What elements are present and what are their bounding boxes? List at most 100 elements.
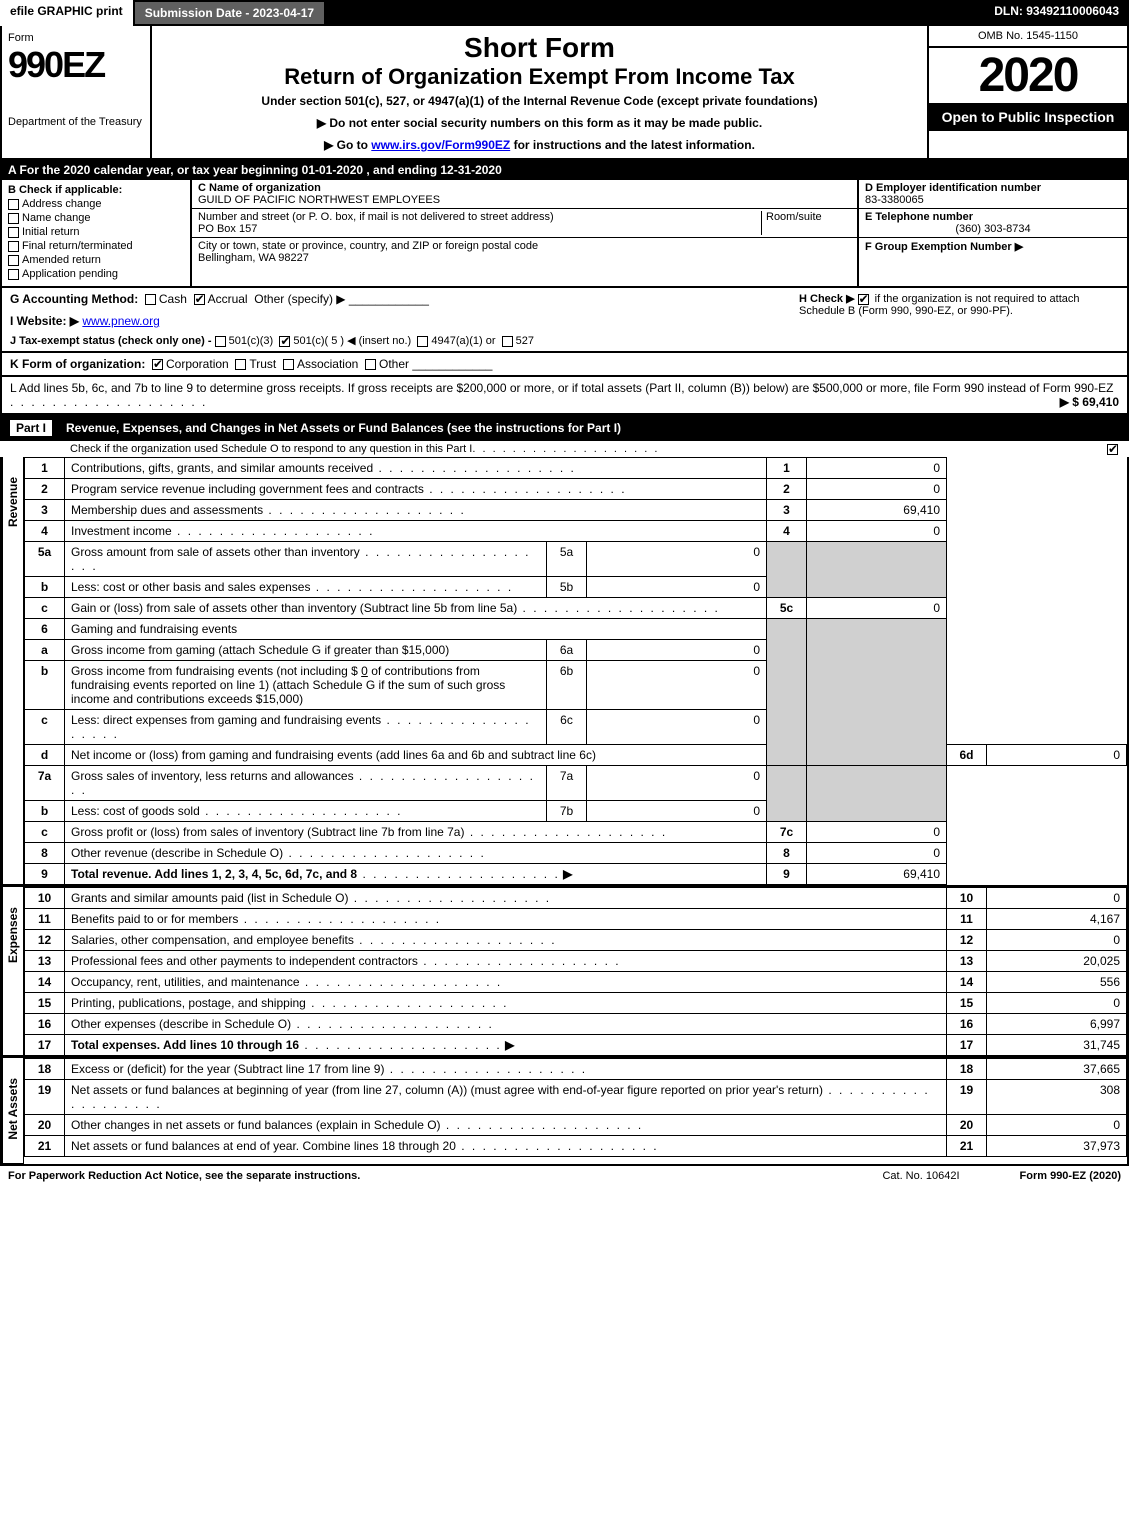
part1-sub-text: Check if the organization used Schedule … <box>70 443 472 455</box>
line-6a: aGross income from gaming (attach Schedu… <box>25 640 1127 661</box>
chk-accrual[interactable] <box>194 294 205 305</box>
i-label: I Website: ▶ <box>10 314 79 328</box>
line-7b: bLess: cost of goods sold7b0 <box>25 801 1127 822</box>
dept-label: Department of the Treasury <box>8 116 144 128</box>
addr-label: Number and street (or P. O. box, if mail… <box>198 211 761 223</box>
line-11: 11Benefits paid to or for members114,167 <box>25 909 1127 930</box>
checkbox-block-b: B Check if applicable: Address change Na… <box>2 180 192 286</box>
org-city-row: City or town, state or province, country… <box>192 238 857 266</box>
corp-label: Corporation <box>166 357 229 371</box>
revenue-table: 1Contributions, gifts, grants, and simil… <box>24 457 1127 885</box>
c-label: C Name of organization <box>198 182 851 194</box>
status-527: 527 <box>516 335 534 347</box>
revenue-section: Revenue 1Contributions, gifts, grants, a… <box>0 457 1129 887</box>
line-18: 18Excess or (deficit) for the year (Subt… <box>25 1059 1127 1080</box>
line-7a: 7aGross sales of inventory, less returns… <box>25 766 1127 801</box>
inspection-label: Open to Public Inspection <box>929 103 1127 131</box>
part1-header: Part I Revenue, Expenses, and Changes in… <box>0 415 1129 441</box>
chk-final-return[interactable]: Final return/terminated <box>8 240 184 252</box>
subtitle: Under section 501(c), 527, or 4947(a)(1)… <box>162 94 917 108</box>
chk-trust[interactable] <box>235 359 246 370</box>
netassets-table: 18Excess or (deficit) for the year (Subt… <box>24 1058 1127 1157</box>
chk-amended-return[interactable]: Amended return <box>8 254 184 266</box>
line-13: 13Professional fees and other payments t… <box>25 951 1127 972</box>
org-city: Bellingham, WA 98227 <box>198 252 851 264</box>
website-link[interactable]: www.pnew.org <box>82 314 159 328</box>
e-label: E Telephone number <box>865 211 1121 223</box>
chk-cash[interactable] <box>145 294 156 305</box>
g-label: G Accounting Method: <box>10 292 138 306</box>
irs-link[interactable]: www.irs.gov/Form990EZ <box>371 138 510 152</box>
line-6: 6Gaming and fundraising events <box>25 619 1127 640</box>
chk-application-pending[interactable]: Application pending <box>8 268 184 280</box>
form-label: Form <box>8 32 144 44</box>
chk-other-org[interactable] <box>365 359 376 370</box>
topbar-spacer <box>326 0 984 26</box>
chk-corp[interactable] <box>152 359 163 370</box>
top-bar: efile GRAPHIC print Submission Date - 20… <box>0 0 1129 26</box>
status-4947: 4947(a)(1) or <box>431 335 495 347</box>
chk-527[interactable] <box>502 336 513 347</box>
status-c3: 501(c)(3) <box>229 335 274 347</box>
line-12: 12Salaries, other compensation, and empl… <box>25 930 1127 951</box>
footer-left: For Paperwork Reduction Act Notice, see … <box>8 1170 882 1182</box>
line-7c: cGross profit or (loss) from sales of in… <box>25 822 1127 843</box>
accrual-label: Accrual <box>208 292 248 306</box>
line-3: 3Membership dues and assessments369,410 <box>25 500 1127 521</box>
title-return: Return of Organization Exempt From Incom… <box>162 64 917 90</box>
dln-label: DLN: 93492110006043 <box>984 0 1129 26</box>
line-14: 14Occupancy, rent, utilities, and mainte… <box>25 972 1127 993</box>
efile-label: efile GRAPHIC print <box>0 0 133 26</box>
title-short: Short Form <box>162 32 917 64</box>
line-2: 2Program service revenue including gover… <box>25 479 1127 500</box>
chk-name-change[interactable]: Name change <box>8 212 184 224</box>
chk-4947[interactable] <box>417 336 428 347</box>
submission-date: Submission Date - 2023-04-17 <box>133 0 326 26</box>
room-label: Room/suite <box>761 211 851 235</box>
chk-assoc[interactable] <box>283 359 294 370</box>
form-number: 990EZ <box>8 44 144 86</box>
phone-row: E Telephone number (360) 303-8734 <box>859 209 1127 238</box>
header-left: Form 990EZ Department of the Treasury <box>2 26 152 158</box>
line-4: 4Investment income40 <box>25 521 1127 542</box>
netassets-side-label: Net Assets <box>2 1058 24 1164</box>
chk-initial-return[interactable]: Initial return <box>8 226 184 238</box>
part1-label: Part I <box>8 418 54 438</box>
page-footer: For Paperwork Reduction Act Notice, see … <box>0 1166 1129 1186</box>
footer-center: Cat. No. 10642I <box>882 1170 959 1182</box>
l-amount: ▶ $ 69,410 <box>1060 395 1119 409</box>
phone-value: (360) 303-8734 <box>865 223 1121 235</box>
line-20: 20Other changes in net assets or fund ba… <box>25 1115 1127 1136</box>
status-c: 501(c)( 5 ) ◀ (insert no.) <box>293 335 411 347</box>
part1-sub: Check if the organization used Schedule … <box>0 441 1129 457</box>
j-label: J Tax-exempt status (check only one) - <box>10 335 215 347</box>
line-5b: bLess: cost or other basis and sales exp… <box>25 577 1127 598</box>
line-6b: bGross income from fundraising events (n… <box>25 661 1127 710</box>
line-6d: dNet income or (loss) from gaming and fu… <box>25 745 1127 766</box>
cash-label: Cash <box>159 292 187 306</box>
group-exemption-row: F Group Exemption Number ▶ <box>859 238 1127 255</box>
line-15: 15Printing, publications, postage, and s… <box>25 993 1127 1014</box>
k-label: K Form of organization: <box>10 357 145 371</box>
chk-schedule-o[interactable] <box>1107 444 1118 455</box>
notice2-post: for instructions and the latest informat… <box>510 138 755 152</box>
line-17: 17Total expenses. Add lines 10 through 1… <box>25 1035 1127 1056</box>
expenses-section: Expenses 10Grants and similar amounts pa… <box>0 887 1129 1058</box>
chk-schedule-b[interactable] <box>858 294 869 305</box>
revenue-side-label: Revenue <box>2 457 24 885</box>
formorg-row: K Form of organization: Corporation Trus… <box>0 353 1129 377</box>
line-21: 21Net assets or fund balances at end of … <box>25 1136 1127 1157</box>
chk-501c[interactable] <box>279 336 290 347</box>
city-label: City or town, state or province, country… <box>198 240 851 252</box>
line-6c: cLess: direct expenses from gaming and f… <box>25 710 1127 745</box>
line-1: 1Contributions, gifts, grants, and simil… <box>25 458 1127 479</box>
chk-501c3[interactable] <box>215 336 226 347</box>
d-label: D Employer identification number <box>865 182 1121 194</box>
org-name-row: C Name of organization GUILD OF PACIFIC … <box>192 180 857 209</box>
right-block: D Employer identification number 83-3380… <box>857 180 1127 286</box>
ssn-notice: ▶ Do not enter social security numbers o… <box>162 116 917 130</box>
chk-address-change[interactable]: Address change <box>8 198 184 210</box>
h-block: H Check ▶ if the organization is not req… <box>799 292 1119 347</box>
other-org-label: Other <box>379 357 409 371</box>
trust-label: Trust <box>249 357 276 371</box>
